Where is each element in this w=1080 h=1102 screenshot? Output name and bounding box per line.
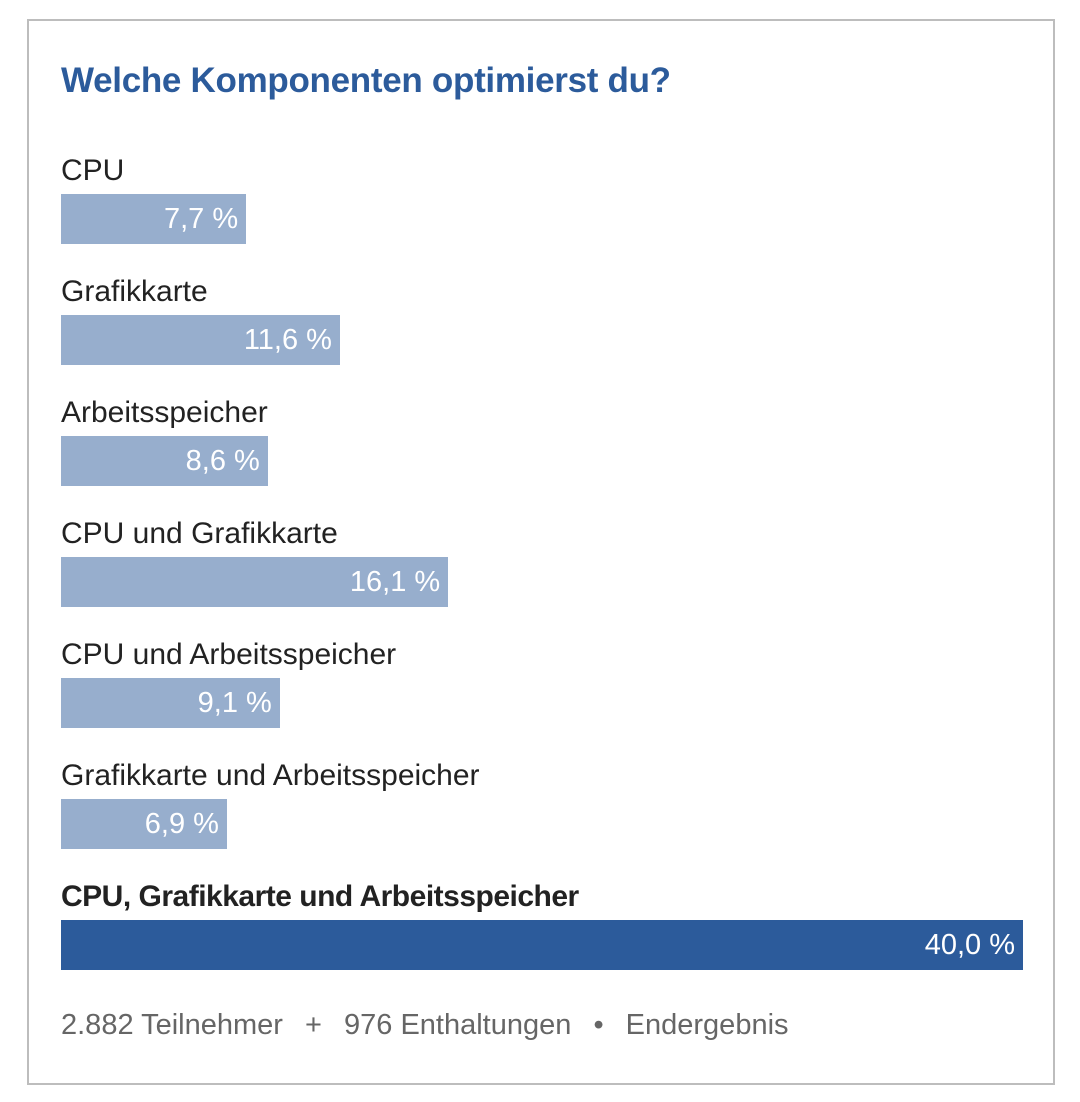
result-value: 16,1 % bbox=[349, 566, 441, 598]
poll-option: CPU und Grafikkarte 16,1 % bbox=[61, 510, 1023, 631]
option-label: CPU bbox=[61, 154, 125, 187]
result-value: 8,6 % bbox=[185, 445, 260, 477]
poll-option: Grafikkarte 11,6 % bbox=[61, 268, 1023, 389]
result-value: 6,9 % bbox=[144, 808, 219, 840]
participants-count: 2.882 Teilnehmer bbox=[61, 1009, 283, 1041]
separator-dot: • bbox=[593, 1009, 604, 1041]
result-bar: 16,1 % bbox=[61, 557, 449, 607]
poll-option: Arbeitsspeicher 8,6 % bbox=[61, 389, 1023, 510]
option-label: Grafikkarte und Arbeitsspeicher bbox=[61, 759, 480, 792]
poll-option: CPU und Arbeitsspeicher 9,1 % bbox=[61, 631, 1023, 752]
option-label: CPU und Arbeitsspeicher bbox=[61, 638, 397, 671]
result-value: 11,6 % bbox=[243, 324, 332, 356]
option-label: Grafikkarte bbox=[61, 275, 208, 308]
result-bar: 8,6 % bbox=[61, 436, 268, 486]
result-value: 7,7 % bbox=[164, 203, 239, 235]
abstentions-count: 976 Enthaltungen bbox=[344, 1009, 572, 1041]
option-label: CPU und Grafikkarte bbox=[61, 517, 338, 550]
poll-results: CPU 7,7 % Grafikkarte 11,6 % Arbeitsspeicher… bbox=[61, 147, 1023, 994]
result-bar: 40,0 % bbox=[61, 920, 1023, 970]
poll-widget: Welche Komponenten optimierst du? CPU 7,7… bbox=[27, 19, 1055, 1085]
poll-footer: 2.882 Teilnehmer + 976 Enthaltungen • En… bbox=[61, 1009, 803, 1042]
poll-option: Grafikkarte und Arbeitsspeicher 6,9 % bbox=[61, 752, 1023, 873]
option-label: Arbeitsspeicher bbox=[61, 396, 268, 429]
poll-option: CPU 7,7 % bbox=[61, 147, 1023, 268]
result-bar: 9,1 % bbox=[61, 678, 280, 728]
result-bar: 7,7 % bbox=[61, 194, 247, 244]
result-bar: 6,9 % bbox=[61, 799, 227, 849]
result-value: 9,1 % bbox=[197, 687, 272, 719]
result-bar: 11,6 % bbox=[61, 315, 340, 365]
poll-status: Endergebnis bbox=[625, 1009, 789, 1041]
poll-title: Welche Komponenten optimierst du? bbox=[61, 61, 671, 100]
option-label: CPU, Grafikkarte und Arbeitsspeicher bbox=[61, 880, 579, 913]
poll-option: CPU, Grafikkarte und Arbeitsspeicher 40,0… bbox=[61, 873, 1023, 994]
separator-plus: + bbox=[305, 1009, 322, 1041]
result-value: 40,0 % bbox=[924, 929, 1015, 961]
